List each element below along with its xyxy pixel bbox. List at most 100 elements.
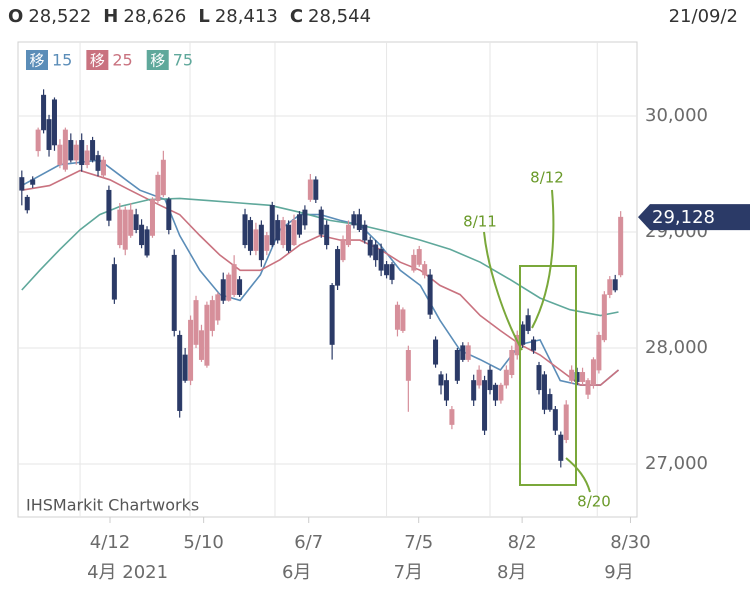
x-tick-label: 6/7: [294, 532, 323, 553]
candle-body: [226, 274, 232, 301]
watermark: IHSMarkit Chartworks: [26, 496, 199, 515]
candle-body: [155, 174, 161, 201]
candle-body: [498, 384, 504, 401]
candle-body: [454, 350, 460, 381]
candle-body: [296, 214, 302, 235]
candle-body: [220, 279, 226, 301]
candle-body: [258, 224, 264, 261]
candle-body: [574, 372, 580, 382]
candle-body: [433, 339, 439, 365]
candle-body: [443, 380, 449, 401]
candle-body: [291, 220, 297, 246]
candle-body: [247, 220, 253, 251]
candle-body: [242, 214, 248, 246]
legend-prefix: 移: [29, 52, 44, 70]
ohlc-key: H: [103, 6, 118, 27]
candle-body: [90, 140, 96, 161]
price-tag: [638, 204, 750, 231]
candle-body: [411, 254, 417, 271]
plot-frame: [17, 41, 638, 518]
candle-body: [204, 304, 210, 366]
legend-swatch: [146, 50, 169, 70]
candle-body: [618, 216, 624, 276]
arrow-8-11: [483, 231, 523, 351]
candle-body: [384, 264, 390, 276]
candle-body: [471, 380, 477, 401]
candle-body: [269, 205, 275, 246]
candle-body: [95, 155, 101, 171]
month-label: 4月 2021: [87, 562, 168, 583]
candle-body: [476, 369, 482, 386]
candle-body: [569, 369, 575, 381]
arrow-8-12: [531, 189, 555, 329]
candle-body: [84, 150, 90, 166]
date: 21/09/2: [669, 6, 738, 27]
candle-body: [520, 324, 526, 345]
candle-body: [307, 179, 313, 200]
candle-body: [378, 249, 384, 271]
candle-body: [345, 224, 351, 246]
candle-body: [482, 380, 488, 431]
y-tick-label: 28,000: [645, 337, 708, 358]
arrow-8-20: [565, 457, 591, 493]
candle-body: [264, 235, 270, 251]
candle-body: [30, 179, 36, 185]
candle-body: [193, 300, 199, 345]
ohlc-value: 28,626: [123, 6, 186, 27]
candle-body: [373, 244, 379, 261]
candle-body: [149, 199, 155, 236]
annotation: 8/11: [463, 213, 497, 231]
candle-body: [427, 274, 433, 315]
candle-body: [133, 214, 139, 230]
candle-body: [552, 409, 558, 431]
candle-body: [253, 229, 259, 251]
month-label: 9月: [604, 562, 633, 583]
x-tick-label: 5/10: [183, 532, 223, 553]
candle-body: [356, 214, 362, 230]
candle-body: [198, 330, 204, 360]
candle-body: [79, 140, 85, 166]
ohlc-key: C: [290, 6, 303, 27]
y-tick-label: 30,000: [645, 105, 708, 126]
candle-body: [122, 209, 128, 250]
candle-body: [215, 294, 221, 321]
legend-prefix: 移: [150, 52, 165, 70]
candle-body: [596, 334, 602, 371]
candle-body: [280, 220, 286, 246]
candle-body: [19, 177, 25, 191]
price-tag-label: 29,128: [652, 207, 715, 228]
candle-body: [335, 249, 341, 286]
candle-body: [563, 404, 569, 440]
candle-body: [313, 179, 319, 200]
candle-body: [302, 209, 308, 226]
legend-swatch: [26, 50, 48, 70]
candle-body: [329, 285, 335, 345]
candle-body: [68, 140, 74, 161]
candle-body: [405, 350, 411, 381]
candle-body: [503, 369, 509, 386]
ohlc-value: 28,522: [28, 6, 91, 27]
candle-body: [389, 264, 395, 280]
legend-label: 25: [112, 51, 132, 70]
candle-body: [73, 144, 79, 161]
legend-swatch: [86, 50, 109, 70]
candle-body: [209, 300, 215, 331]
candle-body: [531, 339, 537, 351]
candle-body: [139, 224, 145, 246]
candle-body: [117, 209, 123, 246]
candle-body: [41, 94, 47, 131]
candle-body: [100, 159, 106, 176]
ohlc-value: 28,413: [215, 6, 278, 27]
candle-body: [400, 309, 406, 331]
candle-body: [580, 372, 586, 382]
y-tick-label: 27,000: [645, 453, 708, 474]
candle-body: [541, 374, 547, 410]
candle-body: [394, 304, 400, 330]
ohlc-key: O: [8, 6, 23, 27]
ohlc-key: L: [198, 6, 209, 27]
legend: 移 15 移 25 移 75: [26, 50, 193, 70]
candle-body: [51, 99, 57, 146]
annotation: 8/20: [577, 493, 611, 511]
